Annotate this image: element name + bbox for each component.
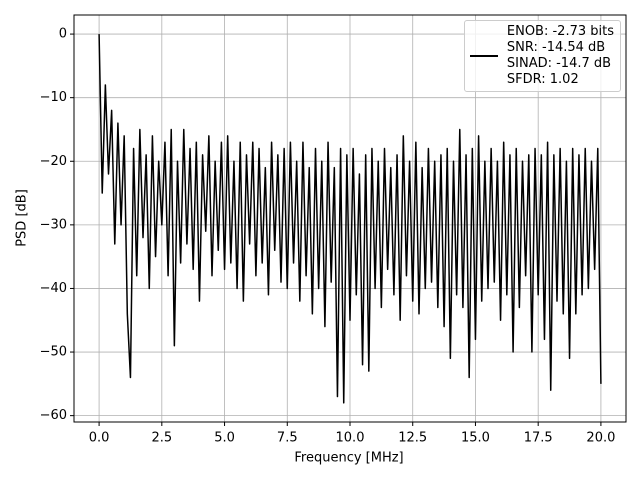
- x-tick-label: 7.5: [277, 431, 298, 446]
- x-tick-label: 20.0: [586, 431, 615, 446]
- x-tick-label: 17.5: [524, 431, 553, 446]
- y-tick-label: −30: [40, 217, 67, 232]
- x-tick-label: 5.0: [214, 431, 235, 446]
- y-tick-label: −60: [40, 408, 67, 423]
- y-tick-label: −20: [40, 154, 67, 169]
- x-tick-label: 12.5: [398, 431, 427, 446]
- y-tick-label: −50: [40, 345, 67, 360]
- y-axis-label: PSD [dB]: [15, 189, 30, 247]
- x-tick-label: 15.0: [461, 431, 490, 446]
- psd-line: [98, 34, 602, 404]
- y-tick-label: 0: [59, 27, 67, 42]
- x-tick-label: 2.5: [151, 431, 172, 446]
- y-tick-label: −40: [40, 281, 67, 296]
- y-tick-label: −10: [40, 90, 67, 105]
- x-axis-label: Frequency [MHz]: [294, 451, 403, 466]
- axes-frame: [73, 14, 627, 423]
- legend-swatch: [469, 55, 498, 57]
- legend-label: ENOB: -2.73 bits SNR: -14.54 dB SINAD: -…: [506, 24, 614, 87]
- legend: ENOB: -2.73 bits SNR: -14.54 dB SINAD: -…: [463, 20, 621, 92]
- x-tick-label: 10.0: [336, 431, 365, 446]
- x-tick-label: 0.0: [89, 431, 110, 446]
